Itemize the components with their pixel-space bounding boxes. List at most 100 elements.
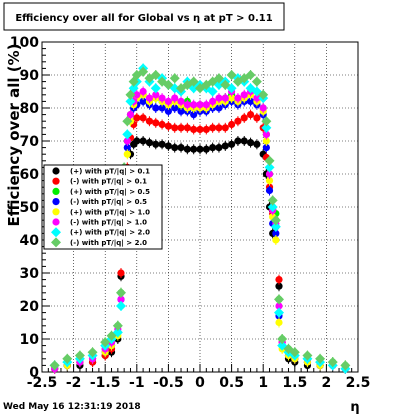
data-point <box>62 353 73 364</box>
data-point <box>133 91 141 99</box>
legend-label: (+) with pT/|q| > 2.0 <box>70 229 150 238</box>
x-tick-label: 1.5 <box>282 375 307 391</box>
data-point <box>152 140 160 148</box>
data-point <box>272 236 280 244</box>
data-point <box>163 79 174 90</box>
x-tick-label: -2 <box>66 375 82 391</box>
data-point <box>240 137 248 145</box>
legend-marker <box>52 167 60 175</box>
data-point <box>177 97 185 105</box>
legend-entry-3: (+) with pT/|q| > 0.5 <box>52 187 150 197</box>
data-point <box>261 122 272 133</box>
legend-label: (+) with pT/|q| > 1.0 <box>70 208 150 217</box>
legend-label: (+) with pT/|q| > 0.1 <box>70 168 150 177</box>
y-tick-label: 60 <box>20 167 40 183</box>
data-point <box>190 101 198 109</box>
data-point <box>228 120 236 129</box>
data-point <box>246 111 255 119</box>
data-point <box>275 282 283 290</box>
legend-marker <box>52 218 60 226</box>
x-tick-label: -1.5 <box>90 375 121 391</box>
data-point <box>221 94 229 102</box>
data-point <box>177 107 185 115</box>
data-point <box>139 137 147 145</box>
title-box <box>3 2 285 31</box>
data-point <box>171 124 179 132</box>
data-point <box>122 129 133 140</box>
data-point <box>116 301 126 311</box>
data-point <box>145 139 154 147</box>
legend-entry-2: (-) with pT/|q| > 0.1 <box>52 177 147 187</box>
data-point <box>152 104 160 112</box>
legend-entry-4: (-) with pT/|q| > 0.5 <box>52 198 147 207</box>
x-tick-label: 2 <box>322 375 332 391</box>
data-point <box>133 137 141 145</box>
data-point <box>183 124 191 132</box>
y-tick-label: 90 <box>20 68 40 84</box>
data-point <box>262 137 270 145</box>
data-point <box>202 145 210 153</box>
data-point <box>116 287 126 298</box>
data-point <box>150 70 161 80</box>
data-point <box>117 269 125 277</box>
legend-entry-1: (+) with pT/|q| > 0.1 <box>52 167 150 177</box>
x-tick-label: 0 <box>195 375 205 391</box>
data-point <box>234 117 242 125</box>
data-point <box>133 114 141 122</box>
data-point <box>123 137 131 145</box>
data-point <box>253 94 261 102</box>
data-point <box>209 124 217 132</box>
data-point <box>152 119 160 127</box>
data-point <box>158 104 166 112</box>
data-point <box>207 86 218 97</box>
data-point <box>228 140 236 148</box>
data-point <box>240 114 248 122</box>
legend-entry-5: (+) with pT/|q| > 1.0 <box>52 208 150 217</box>
data-point <box>190 111 198 119</box>
data-point <box>245 70 256 80</box>
data-point <box>259 104 267 112</box>
legend-entry-6: (-) with pT/|q| > 1.0 <box>52 218 147 228</box>
data-point <box>196 125 204 134</box>
data-point <box>49 360 60 371</box>
data-point <box>126 111 135 119</box>
y-axis-label: Efficiency over all (%) <box>5 44 23 227</box>
data-point <box>145 94 154 102</box>
data-point <box>264 155 275 166</box>
data-point <box>145 117 154 125</box>
data-point <box>112 320 123 331</box>
legend-marker <box>52 187 60 195</box>
data-point <box>123 144 131 152</box>
legend-label: (-) with pT/|q| > 2.0 <box>70 239 147 248</box>
data-point <box>196 101 204 109</box>
data-point <box>275 318 283 327</box>
data-point <box>274 294 284 305</box>
y-tick-label: 0 <box>29 365 39 381</box>
legend-box <box>43 164 163 250</box>
legend-label: (-) with pT/|q| > 0.1 <box>70 178 147 187</box>
y-tick-label: 50 <box>20 200 40 216</box>
data-point <box>215 144 223 152</box>
data-point <box>164 122 172 130</box>
legend-label: (-) with pT/|q| > 0.5 <box>70 198 147 207</box>
data-point <box>265 186 274 195</box>
data-point <box>267 202 278 212</box>
legend-marker <box>52 177 60 185</box>
data-point <box>125 96 136 107</box>
data-point <box>177 124 185 132</box>
data-point <box>275 302 283 310</box>
x-tick-label: -1 <box>129 375 145 391</box>
data-point <box>100 337 111 348</box>
data-point <box>213 73 224 84</box>
legend-label: (-) with pT/|q| > 1.0 <box>70 219 147 228</box>
data-point <box>183 145 191 153</box>
data-point <box>158 94 166 102</box>
data-point <box>215 104 223 112</box>
data-point <box>209 97 217 105</box>
data-point <box>74 350 85 361</box>
legend-marker <box>51 237 61 248</box>
x-tick-label: 2.5 <box>346 375 371 391</box>
x-tick-label: 0.5 <box>219 375 244 391</box>
data-point <box>183 101 191 109</box>
